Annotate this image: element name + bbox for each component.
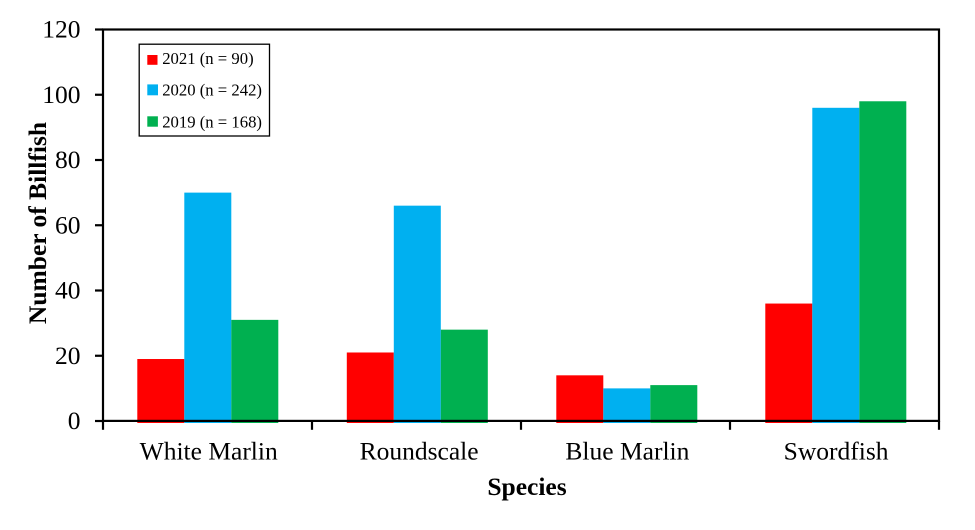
svg-text:Species: Species xyxy=(487,472,566,501)
svg-text:White Marlin: White Marlin xyxy=(140,437,278,466)
svg-text:Blue Marlin: Blue Marlin xyxy=(565,437,689,466)
svg-text:Number of Billfish: Number of Billfish xyxy=(23,122,52,324)
svg-text:40: 40 xyxy=(55,276,81,305)
svg-text:2020 (n = 242): 2020 (n = 242) xyxy=(162,81,262,100)
svg-text:60: 60 xyxy=(55,210,81,239)
svg-text:120: 120 xyxy=(42,15,80,44)
svg-text:Roundscale: Roundscale xyxy=(360,437,479,466)
svg-text:2021 (n = 90): 2021 (n = 90) xyxy=(162,49,253,68)
svg-text:80: 80 xyxy=(55,145,81,174)
svg-text:Swordfish: Swordfish xyxy=(784,437,889,466)
svg-text:0: 0 xyxy=(68,406,81,435)
svg-text:100: 100 xyxy=(42,80,80,109)
svg-text:2019 (n = 168): 2019 (n = 168) xyxy=(162,112,262,131)
svg-text:20: 20 xyxy=(55,341,81,370)
